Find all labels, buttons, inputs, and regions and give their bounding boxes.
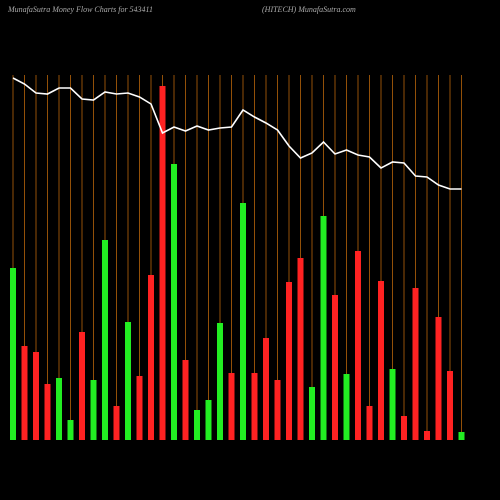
bar <box>217 323 223 440</box>
bar <box>401 416 407 440</box>
bar <box>378 281 384 440</box>
bar <box>435 317 442 440</box>
bar <box>355 251 361 440</box>
bar <box>136 376 143 440</box>
bar <box>21 346 28 440</box>
bar <box>309 387 315 440</box>
bar <box>286 282 292 440</box>
bar <box>343 374 350 440</box>
bar <box>274 380 281 440</box>
bar <box>56 378 62 440</box>
bar <box>148 275 154 440</box>
bar <box>205 400 212 440</box>
bar <box>10 268 16 440</box>
bar <box>412 288 419 440</box>
money-flow-line <box>12 77 462 190</box>
bar <box>458 432 465 440</box>
bar <box>102 240 108 440</box>
chart-title: MunafaSutra Money Flow Charts for 543411 <box>7 5 153 14</box>
bar <box>79 332 85 440</box>
bar <box>332 295 338 440</box>
bar <box>240 203 246 440</box>
bar <box>182 360 189 440</box>
bar <box>44 384 51 440</box>
bar <box>366 406 373 440</box>
bar <box>67 420 74 440</box>
bar <box>194 410 200 440</box>
bar <box>447 371 453 440</box>
bar <box>389 369 396 440</box>
bar <box>263 338 269 440</box>
bar <box>125 322 131 440</box>
bar <box>251 373 258 440</box>
bar <box>320 216 327 440</box>
bar <box>113 406 120 440</box>
bar <box>171 164 177 440</box>
chart-subtitle: (HITECH) MunafaSutra.com <box>262 5 356 14</box>
bar <box>33 352 39 440</box>
bar <box>228 373 235 440</box>
bar <box>90 380 97 440</box>
bar <box>297 258 304 440</box>
bar <box>159 86 166 440</box>
bar <box>424 431 430 440</box>
